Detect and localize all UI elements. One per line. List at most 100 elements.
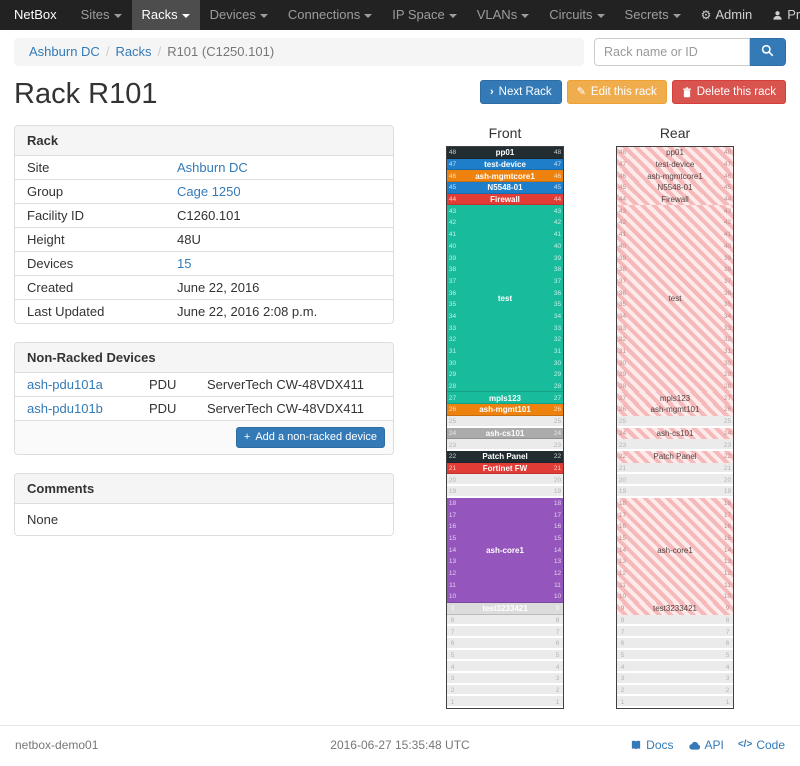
- rack-unit-empty: [447, 637, 563, 650]
- footer-links: Docs API </> Code: [565, 738, 785, 752]
- nav-item-label: Secrets: [624, 7, 669, 22]
- breadcrumb-item-r101-c1250-101-: R101 (C1250.101): [167, 44, 275, 59]
- rack-unit-empty: [617, 439, 733, 451]
- nav-item-sites[interactable]: Sites: [71, 0, 132, 30]
- chevron-down-icon: [521, 13, 530, 18]
- rack-device-test-device[interactable]: test-device: [617, 158, 733, 171]
- rack-device-ash-mgmtcore1[interactable]: ash-mgmtcore1: [447, 170, 563, 183]
- nav-item-profile[interactable]: Profile: [762, 0, 800, 30]
- nav-item-ip-space[interactable]: IP Space: [382, 0, 467, 30]
- nav-item-vlans[interactable]: VLANs: [467, 0, 539, 30]
- non-racked-device-row: ash-pdu101b PDU ServerTech CW-48VDX411: [15, 396, 393, 420]
- page-title: Rack R101: [14, 78, 158, 110]
- rack-device-mpls123[interactable]: mpls123: [447, 392, 563, 405]
- chevron-down-icon: [448, 13, 457, 18]
- attribute-value-link[interactable]: Ashburn DC: [177, 160, 248, 175]
- search-input[interactable]: [594, 38, 750, 66]
- nav-item-racks[interactable]: Racks: [131, 0, 200, 30]
- comments-panel-title: Comments: [15, 474, 393, 505]
- rack-device-ash-cs101[interactable]: ash-cs101: [447, 427, 563, 440]
- rack-unit-empty: [447, 626, 563, 638]
- nav-item-connections[interactable]: Connections: [278, 0, 382, 30]
- nav-item-devices[interactable]: Devices: [200, 0, 278, 30]
- delete-rack-button[interactable]: Delete this rack: [671, 80, 786, 105]
- chevron-right-icon: ›: [489, 85, 494, 98]
- navbar-items: Sites Racks Devices Connections IP Space VLAN…: [71, 0, 691, 30]
- rack-unit-empty: [447, 696, 563, 708]
- rack-unit-empty: [617, 661, 733, 673]
- rack-device-mpls123[interactable]: mpls123: [617, 392, 733, 405]
- next-rack-button[interactable]: › Next Rack: [479, 80, 562, 105]
- front-rack-frame: pp01 test-device ash-mgmtcore1 N5548-01 Fire…: [446, 146, 564, 709]
- nav-item-label: Sites: [80, 7, 110, 22]
- rack-device-test3233421[interactable]: test3233421: [447, 602, 563, 615]
- rack-unit-empty: [617, 637, 733, 650]
- rack-unit-empty: [447, 474, 563, 486]
- rack-device-test3233421[interactable]: test3233421: [617, 602, 733, 615]
- rack-device-test[interactable]: test: [447, 205, 563, 393]
- footer-link-docs[interactable]: Docs: [630, 738, 674, 752]
- device-role-cell: PDU: [149, 401, 177, 416]
- rack-device-test[interactable]: test: [617, 205, 733, 393]
- non-racked-rows: ash-pdu101a PDU ServerTech CW-48VDX411 ash-…: [15, 373, 393, 420]
- rack-device-ash-core1[interactable]: ash-core1: [617, 497, 733, 603]
- rack-device-patch-panel[interactable]: Patch Panel: [617, 450, 733, 463]
- attribute-value-link[interactable]: Cage 1250: [177, 184, 241, 199]
- attribute-value: 15: [165, 252, 393, 275]
- nav-item-circuits[interactable]: Circuits: [539, 0, 614, 30]
- nav-item-admin[interactable]: ⚙ Admin: [691, 0, 763, 30]
- device-name-cell: ash-pdu101a: [15, 373, 137, 396]
- attribute-value-link[interactable]: 15: [177, 256, 192, 271]
- attribute-value: 48U: [177, 232, 201, 247]
- attribute-value: Ashburn DC: [165, 156, 393, 179]
- nav-item-label: Admin: [715, 7, 753, 22]
- chevron-down-icon: [672, 13, 681, 18]
- rack-device-ash-cs101[interactable]: ash-cs101: [617, 427, 733, 440]
- device-link-ash-pdu101b[interactable]: ash-pdu101b: [27, 401, 103, 416]
- rack-attribute-row-last-updated: Last Updated June 22, 2016 2:08 p.m.: [15, 299, 393, 323]
- rack-search: [594, 38, 786, 66]
- rack-device-fortinet-fw[interactable]: Fortinet FW: [447, 462, 563, 475]
- rack-device-ash-mgmtcore1[interactable]: ash-mgmtcore1: [617, 170, 733, 183]
- chevron-down-icon: [596, 13, 605, 18]
- rack-device-firewall[interactable]: Firewall: [617, 193, 733, 206]
- chevron-down-icon: [364, 13, 373, 18]
- rack-attribute-row-height: Height 48U: [15, 227, 393, 251]
- nav-item-label: Devices: [209, 7, 256, 22]
- footer-link-code[interactable]: </> Code: [738, 738, 785, 752]
- rack-device-test-device[interactable]: test-device: [447, 158, 563, 171]
- rack-device-patch-panel[interactable]: Patch Panel: [447, 450, 563, 463]
- device-name-cell: ash-pdu101b: [15, 397, 137, 420]
- rack-device-n5548-01[interactable]: N5548-01: [617, 182, 733, 194]
- nav-item-secrets[interactable]: Secrets: [615, 0, 691, 30]
- attribute-label: Site: [27, 160, 50, 175]
- front-elevation: Front pp01 test-device ash-mgmtcore1 N5548-…: [446, 125, 564, 709]
- code-icon: </>: [737, 739, 753, 750]
- attribute-value: C1260.101: [177, 208, 241, 223]
- device-link-ash-pdu101a[interactable]: ash-pdu101a: [27, 377, 103, 392]
- rack-unit-empty: [617, 415, 733, 428]
- rack-device-firewall[interactable]: Firewall: [447, 193, 563, 206]
- edit-rack-button[interactable]: ✎ Edit this rack: [566, 80, 667, 105]
- add-non-racked-device-button[interactable]: + Add a non-racked device: [235, 427, 385, 449]
- rack-panel-title: Rack: [15, 126, 393, 156]
- rack-device-ash-mgmt101[interactable]: ash-mgmt101: [617, 404, 733, 416]
- rack-device-pp01[interactable]: pp01: [447, 147, 563, 159]
- rack-unit-empty: [447, 661, 563, 673]
- rack-unit-empty: [447, 415, 563, 428]
- rear-elevation-title: Rear: [659, 125, 691, 141]
- elevations-column: Front pp01 test-device ash-mgmtcore1 N5548-…: [394, 125, 786, 709]
- rack-device-pp01[interactable]: pp01: [617, 147, 733, 159]
- rack-device-n5548-01[interactable]: N5548-01: [447, 182, 563, 194]
- rack-device-ash-mgmt101[interactable]: ash-mgmt101: [447, 404, 563, 416]
- breadcrumb-item-ashburn-dc[interactable]: Ashburn DC: [29, 44, 100, 59]
- nav-item-label: IP Space: [392, 7, 445, 22]
- app-brand[interactable]: NetBox: [14, 7, 57, 22]
- attribute-value: June 22, 2016: [177, 280, 260, 295]
- search-button[interactable]: [750, 38, 786, 66]
- breadcrumb-item-racks[interactable]: Racks: [115, 44, 152, 59]
- footer-link-api[interactable]: API: [688, 738, 724, 752]
- rack-unit-empty: [617, 649, 733, 662]
- rack-device-ash-core1[interactable]: ash-core1: [447, 497, 563, 603]
- rack-unit-empty: [617, 614, 733, 627]
